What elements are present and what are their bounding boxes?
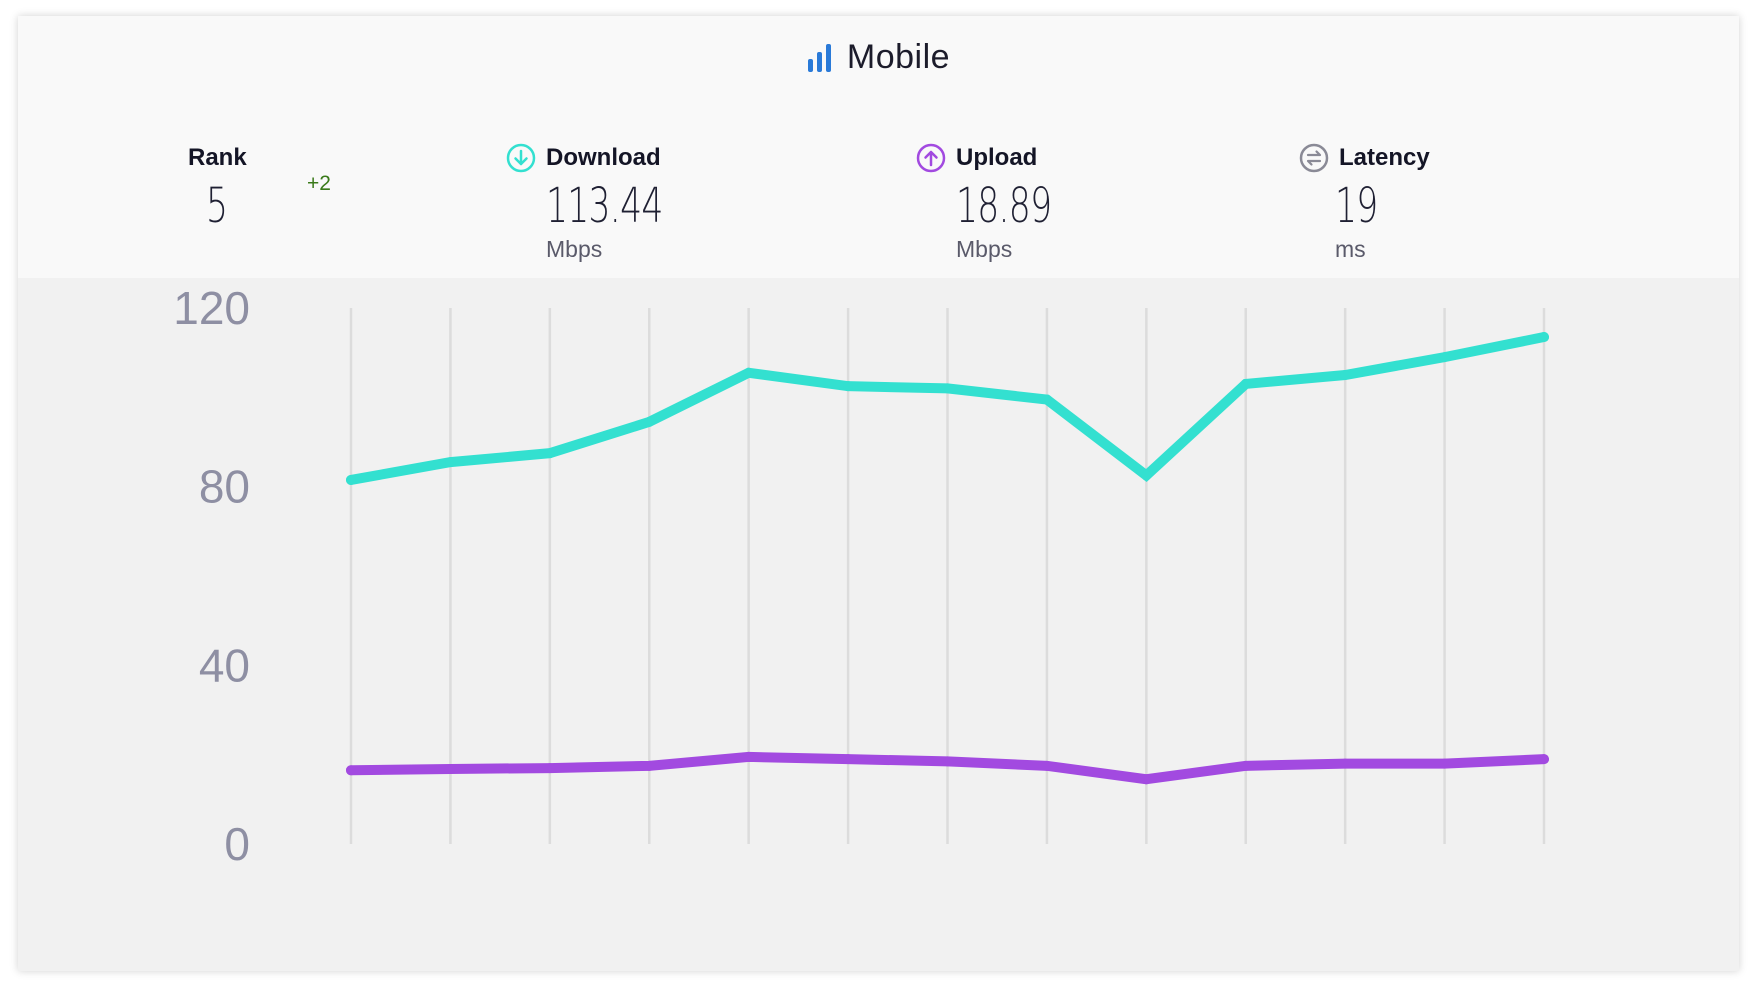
- latency-stat: Latency 19 ms: [1299, 142, 1430, 263]
- speed-line-chart: 0 40 80 120: [173, 282, 1549, 870]
- mobile-speed-card: Mobile Rank 5 +2 Download 113.44 Mbps: [18, 16, 1739, 971]
- data-point-upload: [644, 760, 655, 771]
- data-point-upload: [1340, 758, 1351, 769]
- y-tick-label: 120: [173, 282, 250, 334]
- data-point-upload: [1041, 760, 1052, 771]
- data-point-upload: [1539, 754, 1549, 765]
- upload-stat: Upload 18.89 Mbps: [916, 142, 1088, 263]
- latency-label: Latency: [1339, 144, 1430, 171]
- download-value: 113.44: [546, 178, 663, 234]
- data-point-download: [445, 457, 456, 468]
- upload-label: Upload: [956, 144, 1038, 171]
- data-point-download: [346, 474, 356, 485]
- download-arrow-icon: [506, 143, 536, 173]
- data-point-download: [1439, 352, 1450, 363]
- data-point-download: [942, 383, 953, 394]
- y-tick-label: 80: [199, 461, 250, 513]
- latency-unit: ms: [1335, 236, 1366, 262]
- download-stat: Download 113.44 Mbps: [506, 142, 708, 263]
- upload-value: 18.89: [956, 178, 1052, 234]
- data-point-upload: [843, 754, 854, 765]
- data-point-download: [544, 448, 555, 459]
- data-point-download: [1240, 378, 1251, 389]
- data-point-download: [644, 416, 655, 427]
- page-title: Mobile: [18, 38, 1739, 77]
- data-point-upload: [1439, 758, 1450, 769]
- data-point-download: [1041, 394, 1052, 405]
- upload-arrow-icon: [916, 143, 946, 173]
- rank-label: Rank: [188, 144, 247, 171]
- data-point-upload: [942, 756, 953, 767]
- signal-bars-icon: [807, 43, 831, 72]
- upload-unit: Mbps: [956, 236, 1013, 262]
- rank-value: 5: [206, 178, 228, 234]
- data-point-download: [1539, 332, 1549, 343]
- latency-value: 19: [1335, 178, 1378, 234]
- data-point-upload: [544, 763, 555, 774]
- data-point-download: [1340, 370, 1351, 380]
- data-point-download: [743, 367, 754, 378]
- y-tick-label: 40: [199, 639, 250, 691]
- data-point-download: [1141, 470, 1152, 481]
- rank-change-badge: +2: [307, 172, 331, 195]
- data-point-upload: [346, 765, 356, 776]
- data-point-download: [843, 381, 854, 392]
- data-point-upload: [743, 751, 754, 762]
- download-unit: Mbps: [546, 236, 603, 262]
- y-tick-label: 0: [224, 818, 250, 870]
- rank-stat: Rank 5: [188, 142, 247, 232]
- stats-header: Mobile Rank 5 +2 Download 113.44 Mbps: [18, 16, 1739, 278]
- title-text: Mobile: [846, 38, 951, 76]
- download-label: Download: [546, 144, 661, 171]
- data-point-upload: [1141, 774, 1152, 785]
- latency-icon: [1299, 143, 1329, 173]
- data-point-upload: [445, 763, 456, 774]
- data-point-upload: [1240, 760, 1251, 771]
